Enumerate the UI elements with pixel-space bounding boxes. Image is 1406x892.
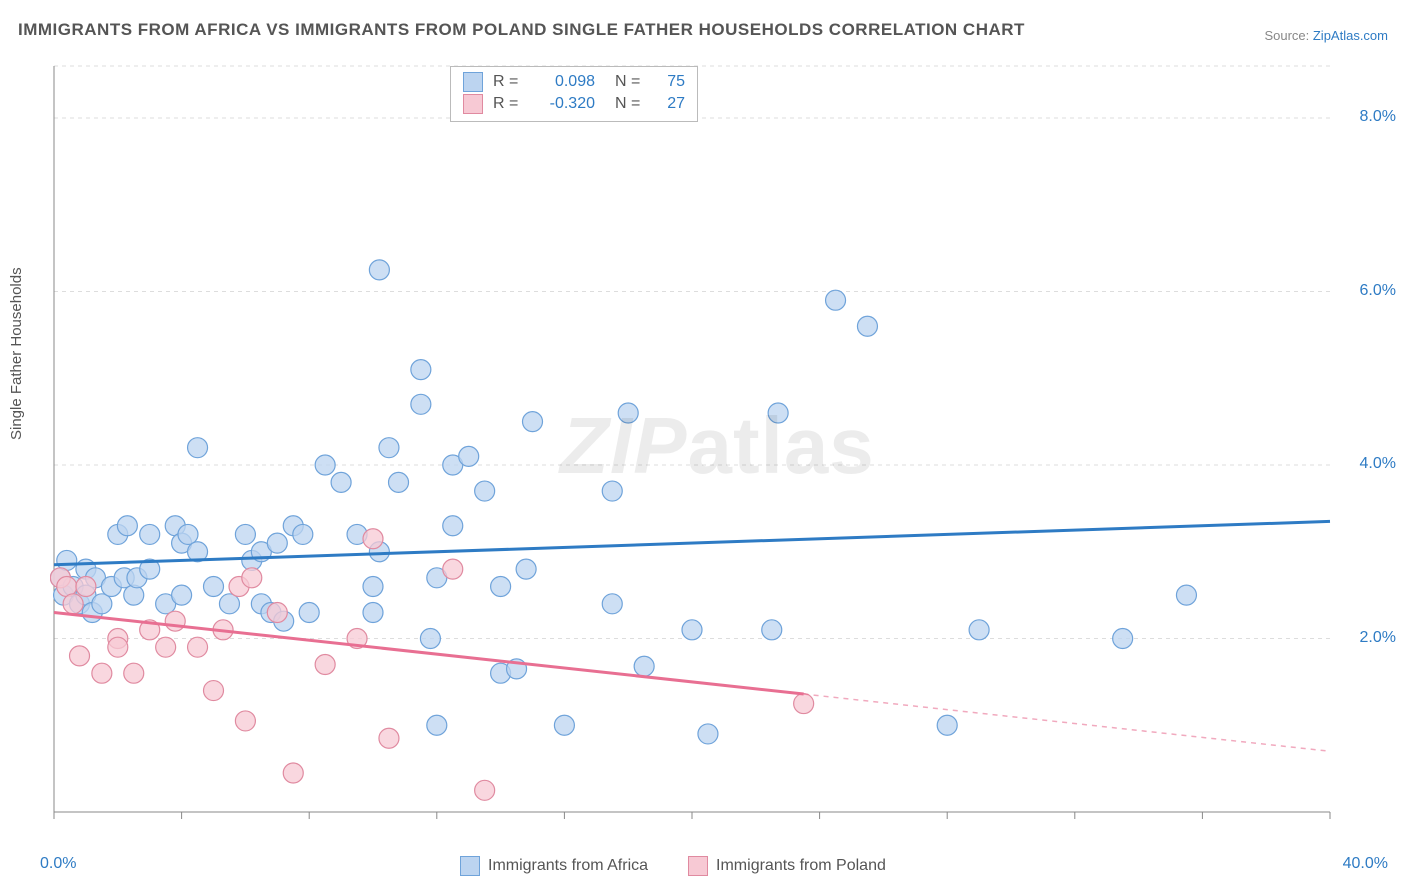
legend-swatch-poland bbox=[688, 856, 708, 876]
x-axis-min-label: 0.0% bbox=[40, 855, 76, 873]
y-axis-label: Single Father Households bbox=[8, 267, 25, 440]
stat-N-label: N = bbox=[615, 71, 645, 93]
stat-R-poland: -0.320 bbox=[535, 93, 595, 115]
stat-R-label: R = bbox=[493, 71, 525, 93]
legend: Immigrants from Africa Immigrants from P… bbox=[460, 856, 886, 876]
source-site[interactable]: ZipAtlas.com bbox=[1313, 28, 1388, 43]
stat-R-label: R = bbox=[493, 93, 525, 115]
x-axis-max-label: 40.0% bbox=[1343, 855, 1388, 873]
legend-label-africa: Immigrants from Africa bbox=[488, 857, 648, 875]
source-attribution: Source: ZipAtlas.com bbox=[1264, 28, 1388, 43]
stats-row-poland: R = -0.320 N = 27 bbox=[463, 93, 685, 115]
stats-row-africa: R = 0.098 N = 75 bbox=[463, 71, 685, 93]
swatch-poland bbox=[463, 94, 483, 114]
stat-R-africa: 0.098 bbox=[535, 71, 595, 93]
correlation-stats-box: R = 0.098 N = 75 R = -0.320 N = 27 bbox=[450, 66, 698, 122]
chart-area bbox=[50, 62, 1380, 822]
legend-swatch-africa bbox=[460, 856, 480, 876]
legend-item-africa: Immigrants from Africa bbox=[460, 856, 648, 876]
y-tick-label: 2.0% bbox=[1360, 629, 1396, 647]
source-label: Source: bbox=[1264, 28, 1312, 43]
scatter-plot-svg bbox=[50, 62, 1380, 822]
legend-item-poland: Immigrants from Poland bbox=[688, 856, 886, 876]
stat-N-poland: 27 bbox=[655, 93, 685, 115]
y-tick-label: 6.0% bbox=[1360, 282, 1396, 300]
y-tick-label: 4.0% bbox=[1360, 455, 1396, 473]
chart-title: IMMIGRANTS FROM AFRICA VS IMMIGRANTS FRO… bbox=[18, 20, 1025, 40]
y-tick-label: 8.0% bbox=[1360, 108, 1396, 126]
swatch-africa bbox=[463, 72, 483, 92]
legend-label-poland: Immigrants from Poland bbox=[716, 857, 886, 875]
stat-N-africa: 75 bbox=[655, 71, 685, 93]
stat-N-label: N = bbox=[615, 93, 645, 115]
